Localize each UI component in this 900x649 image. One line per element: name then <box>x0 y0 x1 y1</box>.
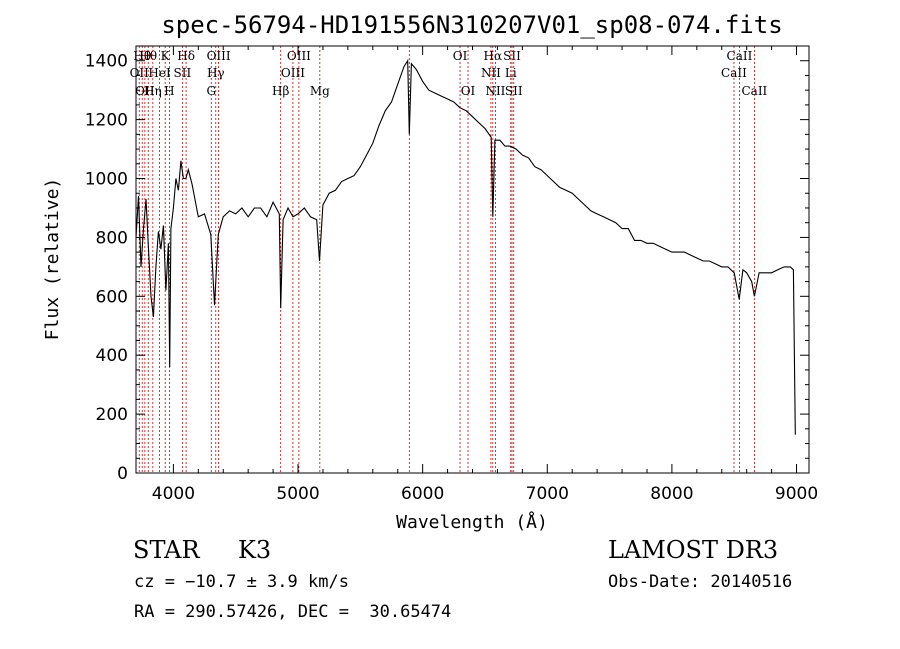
spectral-line-label: Hα <box>484 49 503 63</box>
y-tick-label: 800 <box>96 228 128 248</box>
y-tick-label: 1200 <box>85 111 128 131</box>
y-tick-label: 400 <box>96 346 128 366</box>
spectral-line-label: Hθ <box>133 49 151 63</box>
spectral-line-label: Mg <box>310 84 330 98</box>
y-tick-label: 1400 <box>85 52 128 72</box>
x-axis-ticks: 4000 5000 6000 7000 8000 9000 <box>152 46 818 504</box>
plot-frame <box>135 45 810 474</box>
spectral-line-label: Hγ <box>207 66 225 80</box>
x-tick-label: 5000 <box>276 484 319 504</box>
spectral-line-label: Li <box>505 66 517 80</box>
spectral-line-label: OI <box>461 84 476 98</box>
spectral-line-label: Hβ <box>272 84 289 98</box>
spectral-line-label: SII <box>174 66 192 80</box>
y-tick-label: 0 <box>117 464 128 484</box>
spectral-line-label: Hδ <box>177 49 195 63</box>
survey-name: LAMOST DR3 <box>608 536 779 564</box>
spectral-line-label: HeI <box>148 66 171 80</box>
object-class: STAR <box>133 536 200 564</box>
y-axis-label: Flux (relative) <box>42 178 63 341</box>
spectral-line-label: OIII <box>287 49 311 63</box>
spectral-line-label: G <box>206 84 216 98</box>
spectral-line-label: CaII <box>741 84 767 98</box>
y-tick-label: 200 <box>96 405 128 425</box>
y-tick-label: 600 <box>96 287 128 307</box>
redshift-text: cz = −10.7 ± 3.9 km/s <box>134 572 349 592</box>
x-tick-label: 4000 <box>152 484 195 504</box>
obs-date: Obs-Date: 20140516 <box>608 572 793 592</box>
spectral-line-label: OIII <box>207 49 231 63</box>
spectral-line-label: CaII <box>721 66 747 80</box>
spectral-line-label: OII <box>130 66 150 80</box>
spectral-line-label: OI <box>453 49 468 63</box>
spectral-line-label: NII <box>485 84 505 98</box>
x-axis-label: Wavelength (Å) <box>396 511 548 533</box>
spectral-line-markers: OIIHθOIIHθHηHeIKHSIIHδGHγOIIIHβOIIIOIIIM… <box>130 46 768 473</box>
spectral-line-label: H <box>164 84 174 98</box>
coordinates: RA = 290.57426, DEC = 30.65474 <box>134 602 452 622</box>
x-tick-label: 9000 <box>775 484 818 504</box>
spectral-line-label: K <box>161 49 171 63</box>
y-tick-label: 1000 <box>85 170 128 190</box>
spectral-line-label: OII <box>135 84 155 98</box>
spectral-line-label: SII <box>505 84 523 98</box>
x-tick-label: 6000 <box>401 484 444 504</box>
x-tick-label: 8000 <box>650 484 693 504</box>
x-tick-label: 7000 <box>526 484 569 504</box>
spectral-line-label: OIII <box>281 66 305 80</box>
spectral-line-label: NII <box>481 66 501 80</box>
y-axis-ticks: 0 200 400 600 800 1000 1200 1400 <box>85 52 809 484</box>
spectral-line-label: CaII <box>727 49 753 63</box>
object-subclass: K3 <box>238 536 272 564</box>
spectral-line-label: SII <box>503 49 521 63</box>
spectral-line-label: Hη <box>144 84 162 98</box>
spectrum-series-line <box>135 58 796 435</box>
chart-title: spec-56794-HD191556N310207V01_sp08-074.f… <box>161 11 782 39</box>
